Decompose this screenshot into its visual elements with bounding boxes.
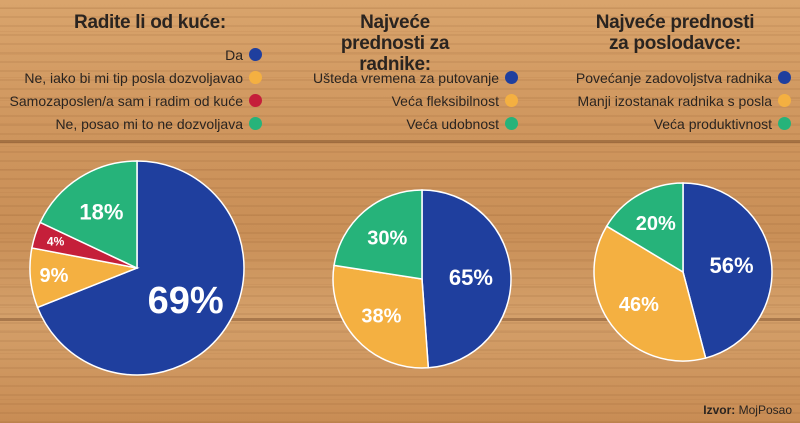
legend-dot-icon bbox=[778, 117, 791, 130]
legend-item: Veća produktivnost bbox=[545, 112, 791, 135]
legend-dot-icon bbox=[249, 71, 262, 84]
legend-label: Veća produktivnost bbox=[653, 115, 772, 132]
legend-item: Ne, posao mi to ne dozvoljava bbox=[0, 112, 262, 135]
pie-2-group: 65% 38% 30% bbox=[332, 189, 512, 369]
legend-label: Ne, iako bi mi tip posla dozvoljavao bbox=[24, 69, 243, 86]
pie-slice-label: 46% bbox=[619, 294, 659, 316]
pie-3-group: 56% 46% 20% bbox=[593, 182, 773, 362]
legend-dot-icon bbox=[505, 94, 518, 107]
pie-slice-label: 18% bbox=[79, 199, 123, 224]
source-name: MojPosao bbox=[738, 403, 792, 417]
pie-slice-label: 38% bbox=[361, 305, 401, 327]
pie-slice bbox=[36, 160, 245, 376]
legend-label: Da bbox=[225, 46, 243, 63]
legend-item: Povećanje zadovoljstva radnika bbox=[545, 66, 791, 89]
pie-slice bbox=[593, 225, 707, 362]
legend-item: Ušteda vremena za putovanje bbox=[280, 66, 518, 89]
pie-slice-label: 4% bbox=[47, 235, 65, 249]
legend-dot-icon bbox=[249, 94, 262, 107]
legend-dot-icon bbox=[505, 117, 518, 130]
pie-slice-label: 30% bbox=[367, 227, 407, 249]
legend-dot-icon bbox=[778, 94, 791, 107]
pie-slice bbox=[421, 189, 512, 369]
pie-1-group: 69% 9% 4% 18% bbox=[29, 160, 245, 376]
legend-dot-icon bbox=[249, 48, 262, 61]
pie-slice bbox=[39, 160, 138, 270]
source-credit: Izvor: MojPosao bbox=[703, 403, 792, 417]
legend-label: Veća fleksibilnost bbox=[391, 92, 499, 109]
legend-item: Veća fleksibilnost bbox=[280, 89, 518, 112]
chart-1-legend: Da Ne, iako bi mi tip posla dozvoljavao … bbox=[0, 43, 262, 135]
legend-dot-icon bbox=[778, 71, 791, 84]
chart-2-title: Najveće prednosti za radnike: bbox=[340, 12, 450, 75]
pie-slice-label: 69% bbox=[148, 280, 224, 322]
legend-item: Da bbox=[0, 43, 262, 66]
pie-slice-label: 56% bbox=[710, 253, 754, 278]
pie-slice-label: 20% bbox=[636, 213, 676, 235]
pie-slice bbox=[682, 182, 773, 359]
legend-item: Ne, iako bi mi tip posla dozvoljavao bbox=[0, 66, 262, 89]
legend-item: Veća udobnost bbox=[280, 112, 518, 135]
source-label: Izvor: bbox=[703, 403, 736, 417]
chart-1-title: Radite li od kuće: bbox=[74, 12, 226, 33]
legend-dot-icon bbox=[505, 71, 518, 84]
legend-item: Manji izostanak radnika s posla bbox=[545, 89, 791, 112]
chart-2-legend: Ušteda vremena za putovanje Veća fleksib… bbox=[280, 66, 518, 135]
legend-label: Povećanje zadovoljstva radnika bbox=[575, 69, 772, 86]
pie-slice bbox=[605, 182, 684, 274]
legend-label: Ne, posao mi to ne dozvoljava bbox=[55, 115, 243, 132]
legend-dot-icon bbox=[249, 117, 262, 130]
pie-slice-label: 65% bbox=[449, 265, 493, 290]
legend-label: Samozaposlen/a sam i radim od kuće bbox=[9, 92, 243, 109]
wood-plank-line bbox=[0, 140, 800, 143]
pie-slice bbox=[333, 189, 423, 280]
chart-3-legend: Povećanje zadovoljstva radnika Manji izo… bbox=[545, 66, 791, 135]
pie-slice bbox=[332, 264, 430, 369]
legend-label: Ušteda vremena za putovanje bbox=[313, 69, 499, 86]
legend-label: Manji izostanak radnika s posla bbox=[577, 92, 772, 109]
pie-slice-label: 9% bbox=[39, 265, 68, 287]
legend-item: Samozaposlen/a sam i radim od kuće bbox=[0, 89, 262, 112]
legend-label: Veća udobnost bbox=[406, 115, 499, 132]
chart-3-title: Najveće prednosti za poslodavce: bbox=[595, 12, 755, 54]
